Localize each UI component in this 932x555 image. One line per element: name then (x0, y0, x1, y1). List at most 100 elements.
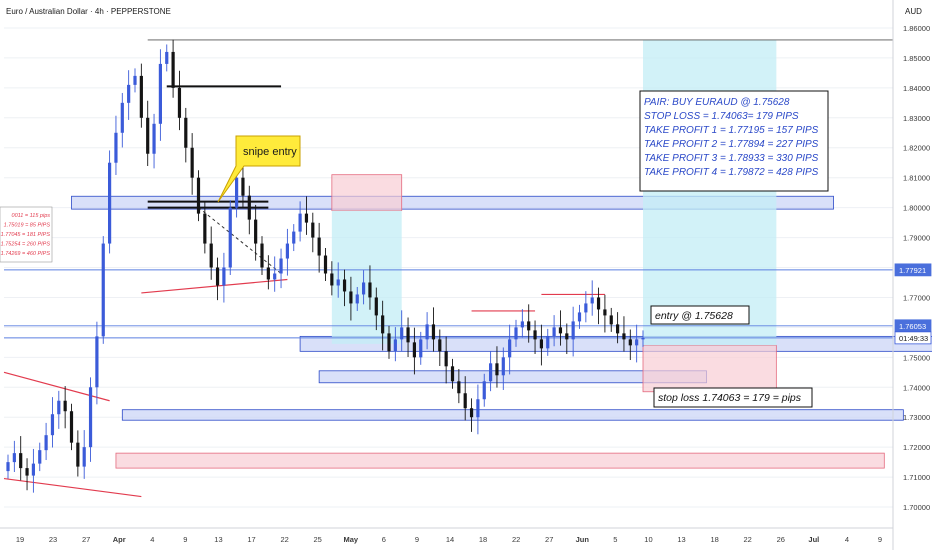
candle-body (121, 103, 124, 133)
x-tick-label: 6 (382, 535, 386, 544)
candle-body (76, 443, 79, 467)
trade-info-line: STOP LOSS = 1.74063= 179 PIPS (644, 111, 799, 122)
candle-body (19, 453, 22, 468)
x-tick-label: 25 (314, 535, 322, 544)
candle-body (616, 324, 619, 333)
price-badge-label: 1.77921 (899, 266, 926, 275)
candle-body (514, 327, 517, 339)
candle-body (286, 244, 289, 259)
candle-body (438, 339, 441, 351)
x-tick-label: 23 (49, 535, 57, 544)
candle-body (451, 366, 454, 381)
candle-body (349, 291, 352, 303)
x-tick-label: 13 (677, 535, 685, 544)
candle-body (57, 401, 60, 414)
candle-body (235, 178, 238, 208)
target-area (332, 211, 402, 344)
x-tick-label: 22 (280, 535, 288, 544)
candle-body (114, 133, 117, 163)
x-tick-label: 22 (744, 535, 752, 544)
candle-body (527, 321, 530, 330)
candle-body (324, 256, 327, 274)
candle-body (546, 336, 549, 348)
candle-body (578, 312, 581, 321)
candle-body (489, 363, 492, 381)
candle-body (197, 178, 200, 214)
candle-body (38, 450, 41, 463)
candle-body (508, 339, 511, 357)
candle-body (25, 468, 28, 475)
candle-body (216, 268, 219, 286)
candle-body (248, 196, 251, 220)
price-badge-label: 1.76053 (899, 322, 926, 331)
candle-body (178, 88, 181, 118)
small-note-line: 1.75019 = 85 PIPS (4, 223, 51, 229)
candle-body (64, 401, 67, 411)
candle-body (165, 52, 168, 64)
x-tick-label: 22 (512, 535, 520, 544)
candle-body (89, 387, 92, 447)
candle-body (565, 333, 568, 339)
target-area (643, 40, 776, 345)
candle-body (330, 273, 333, 285)
candle-body (311, 223, 314, 238)
candle-body (502, 357, 505, 375)
y-tick-label: 1.70000 (903, 503, 930, 512)
candle-body (356, 294, 359, 303)
x-tick-label: May (343, 535, 358, 544)
candle-body (222, 268, 225, 286)
candle-body (133, 76, 136, 85)
candle-body (318, 238, 321, 256)
candle-body (394, 339, 397, 351)
x-tick-label: 17 (247, 535, 255, 544)
x-tick-label: 4 (150, 535, 154, 544)
supply-zone (332, 175, 402, 211)
x-tick-label: 13 (214, 535, 222, 544)
y-tick-label: 1.74000 (903, 383, 930, 392)
candle-body (540, 339, 543, 348)
trade-info-line: TAKE PROFIT 1 = 1.77195 = 157 PIPS (644, 125, 819, 136)
candle-body (267, 268, 270, 280)
x-tick-label: 18 (710, 535, 718, 544)
candle-body (51, 414, 54, 435)
candle-body (152, 124, 155, 154)
trade-info-line: PAIR: BUY EURAUD @ 1.75628 (644, 97, 790, 108)
candle-body (184, 118, 187, 148)
candle-body (337, 279, 340, 285)
candle-body (464, 393, 467, 408)
trade-info-line: TAKE PROFIT 2 = 1.77894 = 227 PIPS (644, 139, 819, 150)
stop-label: stop loss 1.74063 = 179 = pips (658, 392, 802, 404)
candle-body (572, 321, 575, 339)
candle-body (584, 303, 587, 312)
x-tick-label: 27 (545, 535, 553, 544)
supply-zone (643, 345, 776, 391)
price-badge-label: 01:49:33 (899, 334, 928, 343)
x-tick-label: 9 (415, 535, 419, 544)
x-tick-label: 4 (845, 535, 849, 544)
y-tick-label: 1.79000 (903, 234, 930, 243)
candle-body (406, 327, 409, 342)
candle-body (127, 85, 130, 103)
candle-body (191, 148, 194, 178)
candle-body (591, 297, 594, 303)
candle-body (553, 327, 556, 336)
small-note-line: 1.77045 = 181 PIPS (1, 232, 51, 238)
candle-body (432, 324, 435, 339)
y-tick-label: 1.75000 (903, 353, 930, 362)
trade-info-line: TAKE PROFIT 4 = 1.79872 = 428 PIPS (644, 167, 819, 178)
candle-body (45, 435, 48, 450)
callout-text: snipe entry (243, 146, 297, 158)
y-tick-label: 1.81000 (903, 174, 930, 183)
x-tick-label: 14 (446, 535, 454, 544)
candle-body (299, 214, 302, 232)
x-tick-label: Jun (576, 535, 590, 544)
entry-label: entry @ 1.75628 (655, 310, 733, 322)
candle-body (146, 118, 149, 154)
candle-body (210, 244, 213, 268)
candle-body (292, 232, 295, 244)
candle-body (476, 399, 479, 417)
candle-body (533, 330, 536, 339)
candle-body (279, 259, 282, 274)
candle-body (495, 363, 498, 375)
